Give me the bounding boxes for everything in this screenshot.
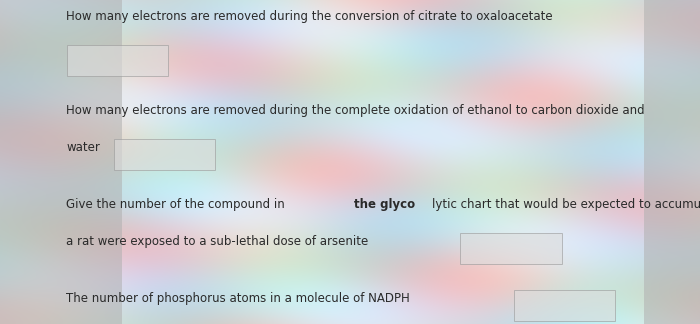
Bar	[0, 0, 122, 324]
Bar	[460, 233, 561, 264]
Text: Give the number of the compound in: Give the number of the compound in	[66, 198, 289, 211]
Text: water: water	[66, 141, 100, 154]
Bar	[644, 0, 700, 324]
Text: How many electrons are removed during the complete oxidation of ethanol to carbo: How many electrons are removed during th…	[66, 104, 645, 117]
Bar	[514, 290, 615, 321]
Text: a rat were exposed to a sub-lethal dose of arsenite: a rat were exposed to a sub-lethal dose …	[66, 235, 369, 248]
Text: lytic chart that would be expected to accumulate if: lytic chart that would be expected to ac…	[433, 198, 700, 211]
Bar	[113, 139, 215, 170]
Text: How many electrons are removed during the conversion of citrate to oxaloacetate: How many electrons are removed during th…	[66, 10, 553, 23]
Text: the glyco: the glyco	[354, 198, 414, 211]
Text: The number of phosphorus atoms in a molecule of NADPH: The number of phosphorus atoms in a mole…	[66, 292, 410, 305]
Bar	[66, 45, 168, 76]
